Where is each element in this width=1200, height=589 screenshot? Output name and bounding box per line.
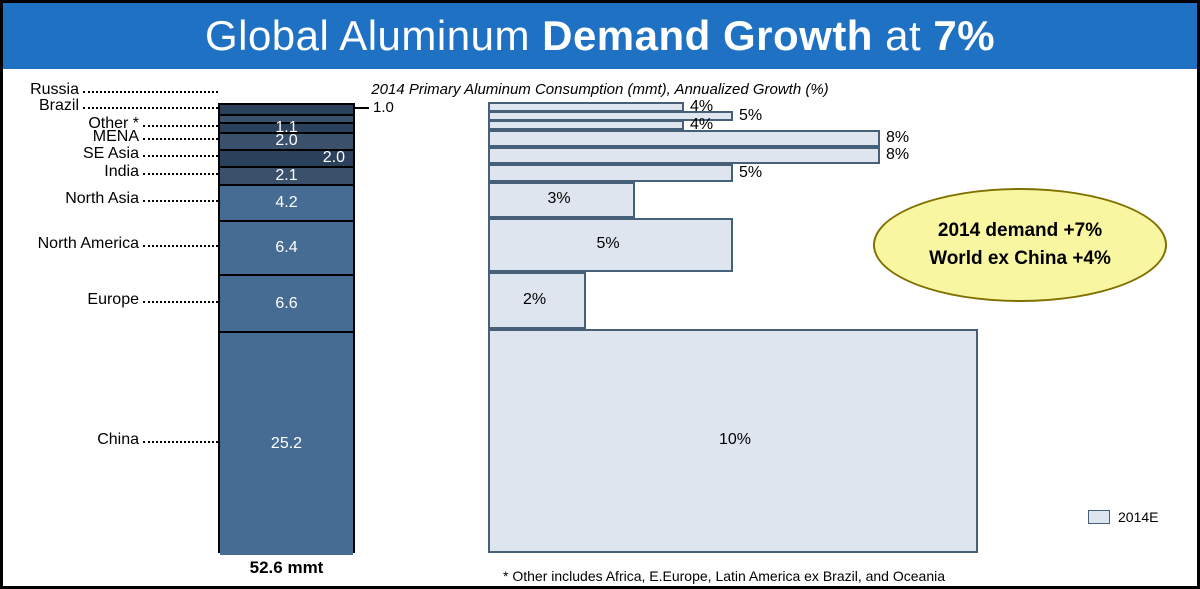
stack-leader-line (143, 173, 218, 175)
growth-bar-label-europe: 2% (523, 291, 546, 309)
stack-segment-brazil (220, 114, 353, 123)
stack-leader-line (143, 200, 218, 202)
title-part1: Global Aluminum (205, 12, 542, 59)
stack-leader-line (83, 91, 218, 93)
title-part2: Demand Growth (542, 12, 873, 59)
stack-segment-value: 2.0 (275, 132, 297, 150)
stack-leader-line (143, 441, 218, 443)
growth-bar-other (488, 120, 684, 130)
growth-bar-label-mena: 8% (886, 129, 909, 147)
title-part4: 7% (933, 12, 995, 59)
stack-leader-line (143, 155, 218, 157)
growth-bar-label-northasia: 3% (548, 190, 571, 208)
stack-category-label-northamerica: North America (38, 235, 139, 253)
stack-segment-northamerica: 6.4 (220, 220, 353, 275)
growth-bar-label-northamerica: 5% (597, 235, 620, 253)
stack-category-label-china: China (97, 431, 139, 449)
growth-bar-label-india: 5% (739, 164, 762, 182)
stack-segment-value: 6.4 (275, 239, 297, 257)
legend: 2014E (1088, 509, 1158, 525)
stack-leader-line (143, 301, 218, 303)
stack-leader-line (143, 245, 218, 247)
stack-segment-mena: 2.0 (220, 132, 353, 149)
stack-segment-value: 4.2 (275, 194, 297, 212)
consumption-stacked-column: 1.12.02.02.14.26.46.625.2 52.6 mmt Russi… (3, 103, 473, 553)
title-part3: at (873, 12, 933, 59)
stack-overflow-value-russia: 1.0 (373, 99, 394, 116)
footnote: * Other includes Africa, E.Europe, Latin… (503, 568, 945, 584)
callout-line1: 2014 demand +7% (875, 217, 1165, 246)
stack-leader-line (143, 138, 218, 140)
stack-segment-value: 6.6 (275, 295, 297, 313)
stack-segment-china: 25.2 (220, 331, 353, 555)
stack-segment-value: 2.1 (275, 167, 297, 185)
stack-segment-value: 25.2 (271, 435, 302, 453)
growth-bar-label-brazil: 5% (739, 107, 762, 125)
growth-bar-label-seasia: 8% (886, 146, 909, 164)
growth-bar-india (488, 164, 733, 182)
stack-segment-northasia: 4.2 (220, 184, 353, 220)
stack-category-label-brazil: Brazil (39, 97, 79, 115)
stack-segment-russia (220, 105, 353, 114)
stack-category-label-europe: Europe (87, 291, 139, 309)
stack-category-label-northasia: North Asia (65, 190, 139, 208)
stack-segment-europe: 6.6 (220, 274, 353, 330)
stack-leader-line (143, 125, 218, 127)
title-banner: Global Aluminum Demand Growth at 7% (3, 3, 1197, 69)
slide: Global Aluminum Demand Growth at 7% 2014… (0, 0, 1200, 589)
stack-category-label-india: India (104, 163, 139, 181)
stacked-column-total: 52.6 mmt (218, 558, 355, 578)
growth-bar-label-china: 10% (719, 431, 751, 449)
growth-bar-seasia (488, 147, 880, 164)
stack-category-label-mena: MENA (93, 128, 139, 146)
summary-callout: 2014 demand +7% World ex China +4% (873, 188, 1167, 302)
chart-subtitle: 2014 Primary Aluminum Consumption (mmt),… (3, 81, 1197, 98)
callout-line2: World ex China +4% (875, 245, 1165, 274)
legend-swatch (1088, 510, 1110, 524)
growth-bar-chart: 4%5%4%8%8%5%3%5%2%10% (488, 103, 1118, 553)
overflow-tick (355, 107, 369, 109)
stack-segment-value: 2.0 (323, 149, 353, 167)
stack-category-label-seasia: SE Asia (83, 145, 139, 163)
stack-segment-other: 1.1 (220, 122, 353, 131)
growth-bar-mena (488, 130, 880, 147)
stack-segment-india: 2.1 (220, 166, 353, 184)
stacked-column-body: 1.12.02.02.14.26.46.625.2 (218, 103, 355, 553)
stack-leader-line (83, 107, 218, 109)
legend-label: 2014E (1118, 509, 1158, 525)
stack-segment-seasia: 2.0 (220, 149, 353, 166)
